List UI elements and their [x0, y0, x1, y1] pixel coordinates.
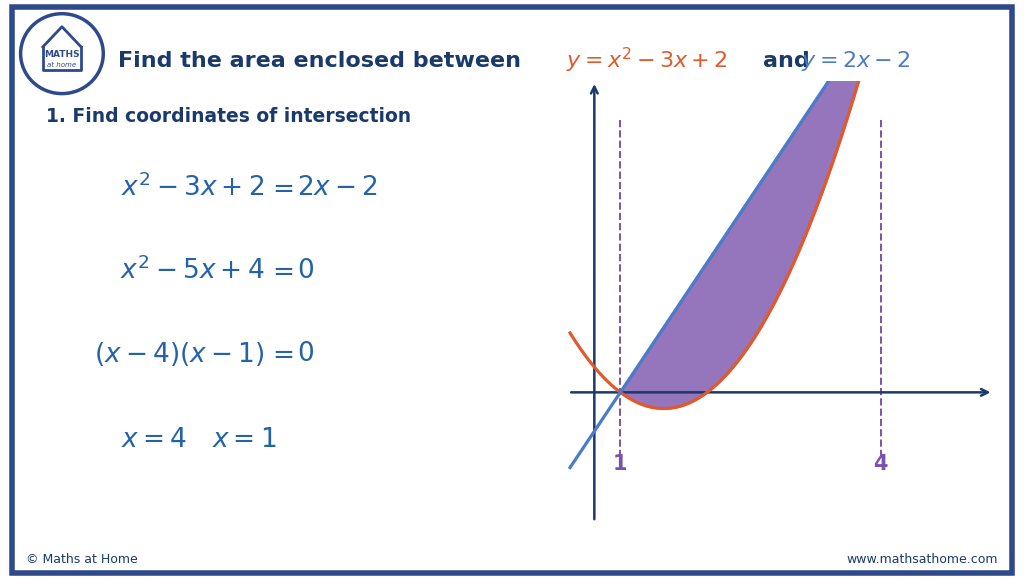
- Text: MATHS: MATHS: [44, 50, 80, 59]
- Text: $x^2 - 3x + 2$: $x^2 - 3x + 2$: [121, 174, 264, 202]
- Text: at home: at home: [47, 62, 77, 68]
- Text: 1. Find coordinates of intersection: 1. Find coordinates of intersection: [46, 107, 412, 125]
- Text: $x^2 - 5x + 4$: $x^2 - 5x + 4$: [120, 256, 264, 285]
- Text: $y = x^2 - 3x + 2$: $y = x^2 - 3x + 2$: [566, 46, 728, 75]
- Text: and: and: [763, 51, 810, 71]
- Text: $y = 2x - 2$: $y = 2x - 2$: [801, 49, 910, 73]
- Text: © Maths at Home: © Maths at Home: [26, 553, 137, 566]
- Text: 4: 4: [873, 454, 888, 474]
- Ellipse shape: [20, 14, 103, 93]
- Text: $0$: $0$: [297, 258, 313, 284]
- Text: $2x - 2$: $2x - 2$: [297, 175, 378, 201]
- Text: $=$: $=$: [267, 175, 294, 201]
- Text: $0$: $0$: [297, 340, 313, 367]
- Text: $=$: $=$: [267, 258, 294, 284]
- Text: $(x - 4)(x - 1)$: $(x - 4)(x - 1)$: [94, 339, 264, 368]
- Text: $x = 4 \quad x = 1$: $x = 4 \quad x = 1$: [121, 427, 276, 453]
- Text: $=$: $=$: [267, 340, 294, 367]
- Text: www.mathsathome.com: www.mathsathome.com: [847, 553, 998, 566]
- Text: Find the area enclosed between: Find the area enclosed between: [118, 51, 528, 71]
- Text: 1: 1: [613, 454, 628, 474]
